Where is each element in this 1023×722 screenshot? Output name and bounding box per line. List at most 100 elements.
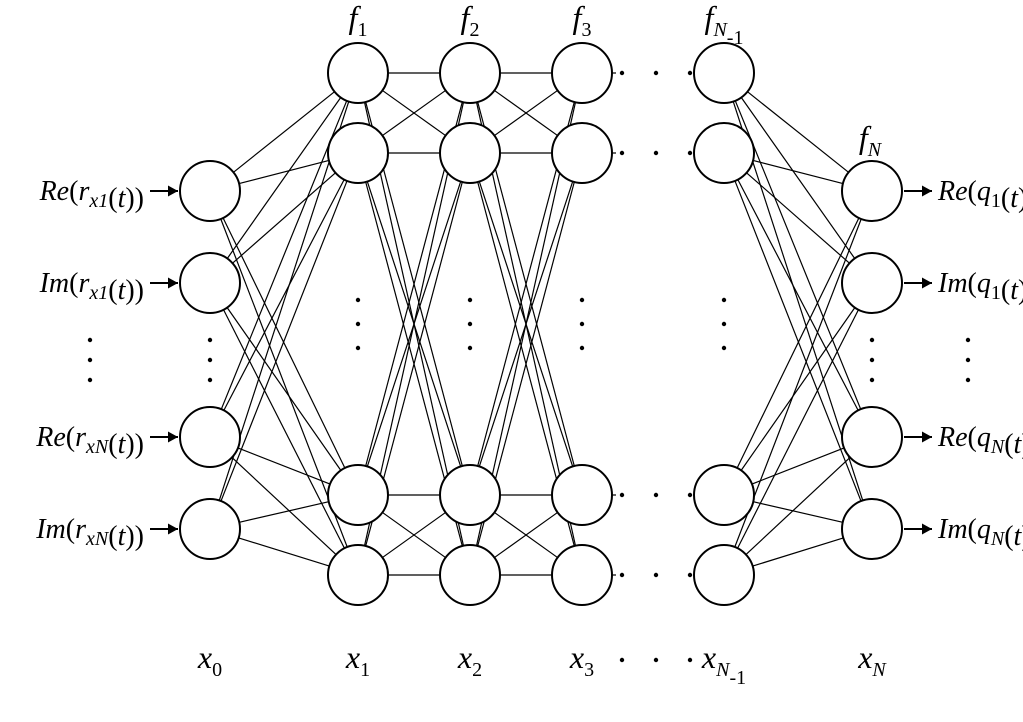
vdots <box>356 346 360 350</box>
node-hN1-1 <box>694 123 754 183</box>
node-h2-1 <box>440 123 500 183</box>
output-label-3: Im(qN(t)) <box>937 514 1023 552</box>
output-label-2: Re(qN(t)) <box>937 422 1023 460</box>
node-h3-3 <box>552 545 612 605</box>
node-input-2 <box>180 407 240 467</box>
hdots <box>654 658 658 662</box>
vdots <box>870 378 874 382</box>
neural-network-diagram: Re(rx1(t))Im(rx1(t))Re(rxN(t))Im(rxN(t))… <box>0 0 1023 722</box>
edge <box>747 92 848 173</box>
hdots <box>620 71 624 75</box>
bottom-label-x1_at: x1 <box>345 639 370 681</box>
node-output-1 <box>842 253 902 313</box>
node-hN1-2 <box>694 465 754 525</box>
arrow-head <box>168 432 178 443</box>
edge <box>239 502 329 523</box>
node-output-2 <box>842 407 902 467</box>
edges-group <box>219 73 862 575</box>
bottom-label-xN_at: xN <box>857 639 887 681</box>
arrow-head <box>922 186 932 197</box>
node-h2-3 <box>440 545 500 605</box>
edge <box>753 538 844 566</box>
edge <box>239 160 329 183</box>
node-hN1-0 <box>694 43 754 103</box>
hdots <box>688 151 692 155</box>
output-label-1: Im(q1(t)) <box>937 268 1023 306</box>
edge <box>738 180 858 411</box>
hdots <box>688 573 692 577</box>
vdots <box>870 338 874 342</box>
vdots <box>966 338 970 342</box>
vdots <box>966 358 970 362</box>
hdots <box>620 151 624 155</box>
node-h1-2 <box>328 465 388 525</box>
hdots <box>620 658 624 662</box>
top-label-f3_at: f3 <box>573 0 592 41</box>
node-output-0 <box>842 161 902 221</box>
top-label-f2_at: f2 <box>461 0 480 41</box>
vdots <box>468 322 472 326</box>
vdots <box>88 378 92 382</box>
arrow-head <box>168 524 178 535</box>
hdots <box>654 573 658 577</box>
dots-group <box>88 71 970 662</box>
edge <box>741 308 855 471</box>
vdots <box>468 298 472 302</box>
vdots <box>870 358 874 362</box>
node-h3-0 <box>552 43 612 103</box>
hdots <box>654 493 658 497</box>
input-label-2: Re(rxN(t)) <box>35 422 144 460</box>
vdots <box>88 338 92 342</box>
bottom-label-x3_at: x3 <box>569 639 594 681</box>
hdots <box>654 71 658 75</box>
vdots <box>208 358 212 362</box>
vdots <box>722 322 726 326</box>
vdots <box>208 338 212 342</box>
vdots <box>580 346 584 350</box>
vdots <box>580 322 584 326</box>
arrows-group <box>150 186 932 535</box>
vdots <box>722 346 726 350</box>
arrow-head <box>922 278 932 289</box>
labels-group: Re(rx1(t))Im(rx1(t))Re(rxN(t))Im(rxN(t))… <box>35 0 1023 689</box>
vdots <box>468 346 472 350</box>
vdots <box>356 322 360 326</box>
input-label-3: Im(rxN(t)) <box>35 514 144 552</box>
edge <box>239 538 330 566</box>
node-input-3 <box>180 499 240 559</box>
edge <box>753 160 843 183</box>
hdots <box>654 151 658 155</box>
edge <box>232 457 336 554</box>
hdots <box>688 71 692 75</box>
vdots <box>722 298 726 302</box>
edge <box>233 92 334 173</box>
input-label-0: Re(rx1(t)) <box>39 176 144 214</box>
hdots <box>620 573 624 577</box>
hdots <box>688 658 692 662</box>
vdots <box>966 378 970 382</box>
node-h1-0 <box>328 43 388 103</box>
vdots <box>208 378 212 382</box>
node-input-0 <box>180 161 240 221</box>
output-label-0: Re(q1(t)) <box>937 176 1023 214</box>
node-h2-2 <box>440 465 500 525</box>
node-h1-1 <box>328 123 388 183</box>
arrow-head <box>168 186 178 197</box>
arrow-head <box>922 432 932 443</box>
top-label-fN1_at: fN-1 <box>705 0 744 49</box>
arrow-head <box>922 524 932 535</box>
edge <box>224 180 344 411</box>
top-label-fN_at: fN <box>859 119 883 161</box>
vdots <box>88 358 92 362</box>
bottom-label-x2_at: x2 <box>457 639 482 681</box>
node-hN1-3 <box>694 545 754 605</box>
node-h3-1 <box>552 123 612 183</box>
hdots <box>688 493 692 497</box>
bottom-label-xN1_at: xN-1 <box>701 639 746 689</box>
vdots <box>580 298 584 302</box>
node-output-3 <box>842 499 902 559</box>
top-label-f1_at: f1 <box>349 0 368 41</box>
arrow-head <box>168 278 178 289</box>
edge <box>753 502 843 523</box>
edge <box>746 457 850 554</box>
